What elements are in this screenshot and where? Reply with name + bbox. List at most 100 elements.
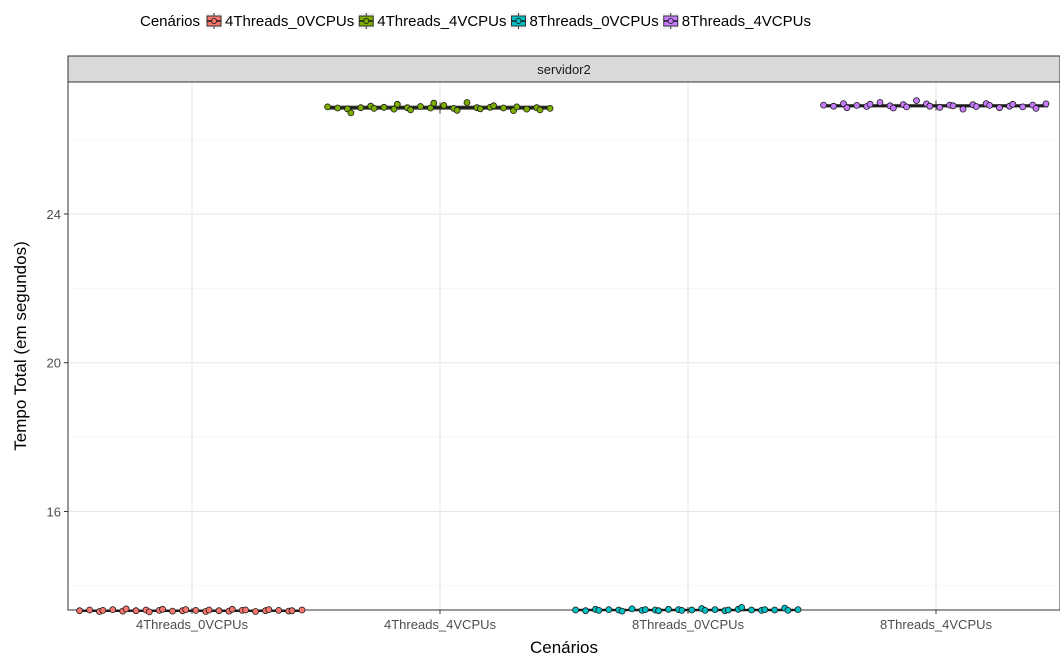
y-tick-label: 20 — [47, 356, 61, 371]
points — [76, 97, 1050, 616]
data-point — [701, 607, 709, 614]
data-point — [76, 607, 83, 615]
data-point — [1042, 100, 1050, 108]
data-point — [390, 105, 398, 113]
legend-key-point — [211, 17, 218, 24]
data-point — [1032, 105, 1040, 112]
data-point — [380, 103, 388, 111]
data-point — [996, 104, 1003, 112]
data-point — [678, 607, 686, 614]
data-point — [324, 103, 332, 111]
data-point — [853, 102, 861, 109]
legend-item: 8Threads_4VCPUs — [662, 13, 811, 30]
data-point — [298, 606, 306, 614]
y-axis-title: Tempo Total (em segundos) — [11, 241, 30, 450]
grid — [68, 82, 1060, 610]
data-point — [490, 102, 498, 110]
legend-item: 8Threads_0VCPUs — [510, 13, 659, 30]
data-point — [572, 606, 579, 614]
data-point — [182, 606, 190, 613]
data-point — [265, 606, 273, 613]
data-point — [430, 99, 438, 107]
data-point — [122, 605, 130, 613]
data-point — [109, 606, 117, 613]
data-point — [192, 607, 200, 614]
data-point — [453, 106, 461, 114]
data-point — [688, 606, 696, 614]
data-point — [145, 608, 153, 616]
data-point — [889, 104, 897, 112]
data-point — [843, 104, 851, 112]
legend-label: 4Threads_4VCPUs — [377, 13, 506, 30]
x-axis-title: Cenários — [530, 638, 598, 657]
data-point — [99, 607, 107, 614]
data-point — [641, 606, 649, 613]
data-point — [228, 605, 236, 613]
legend-label: 8Threads_0VCPUs — [530, 13, 659, 30]
data-point — [536, 106, 544, 114]
data-point — [1019, 103, 1027, 111]
data-point — [926, 102, 934, 110]
data-point — [595, 607, 603, 614]
legend-item: 4Threads_4VCPUs — [358, 13, 507, 30]
plot-panel — [68, 82, 1060, 610]
legend-key-point — [363, 17, 370, 24]
data-point — [771, 606, 779, 614]
data-point — [275, 607, 283, 614]
data-point — [205, 606, 213, 614]
data-point — [665, 605, 672, 613]
facet-label: servidor2 — [537, 62, 590, 77]
data-point — [523, 105, 531, 113]
data-point — [500, 104, 507, 112]
legend-key-point — [515, 17, 522, 24]
data-point — [830, 102, 837, 110]
data-point — [393, 100, 401, 108]
x-tick-label: 4Threads_4VCPUs — [384, 617, 496, 632]
x-tick-label: 8Threads_4VCPUs — [880, 617, 992, 632]
data-point — [866, 100, 874, 108]
data-point — [546, 105, 554, 112]
data-point — [357, 104, 365, 112]
legend-item: 4Threads_0VCPUs — [206, 13, 354, 30]
data-point — [711, 606, 719, 613]
x-axis: 4Threads_0VCPUs 4Threads_4VCPUs 8Threads_0… — [136, 610, 992, 632]
data-point — [582, 607, 589, 615]
data-point — [86, 606, 93, 614]
x-tick-label: 4Threads_0VCPUs — [136, 617, 248, 632]
data-point — [903, 103, 910, 111]
data-point — [936, 103, 944, 111]
data-point — [738, 604, 745, 611]
data-point — [513, 103, 521, 111]
data-point — [784, 607, 792, 614]
data-point — [876, 99, 884, 106]
data-point — [132, 607, 140, 615]
legend-title: Cenários — [140, 13, 200, 30]
x-tick-label: 8Threads_0VCPUs — [632, 617, 744, 632]
data-point — [288, 607, 296, 615]
data-point — [334, 104, 342, 112]
facet-strip — [67, 55, 1060, 83]
data-point — [761, 606, 769, 613]
data-point — [794, 606, 802, 613]
data-point — [655, 607, 662, 615]
y-tick-label: 16 — [47, 504, 61, 519]
data-point — [407, 106, 415, 114]
data-point — [1009, 100, 1017, 108]
data-point — [215, 607, 223, 615]
data-point — [949, 102, 957, 110]
data-point — [986, 102, 993, 109]
y-tick-label: 24 — [47, 207, 61, 222]
data-point — [427, 104, 434, 112]
data-point — [242, 606, 250, 614]
data-point — [417, 103, 424, 110]
y-axis: 16 20 24 — [47, 207, 68, 519]
data-point — [628, 605, 636, 613]
legend-label: 8Threads_4VCPUs — [682, 13, 811, 30]
legend-label: 4Threads_0VCPUs — [225, 13, 354, 30]
data-point — [913, 97, 920, 104]
data-point — [159, 605, 167, 613]
data-point — [972, 103, 980, 110]
data-point — [440, 102, 448, 109]
data-point — [476, 105, 484, 113]
